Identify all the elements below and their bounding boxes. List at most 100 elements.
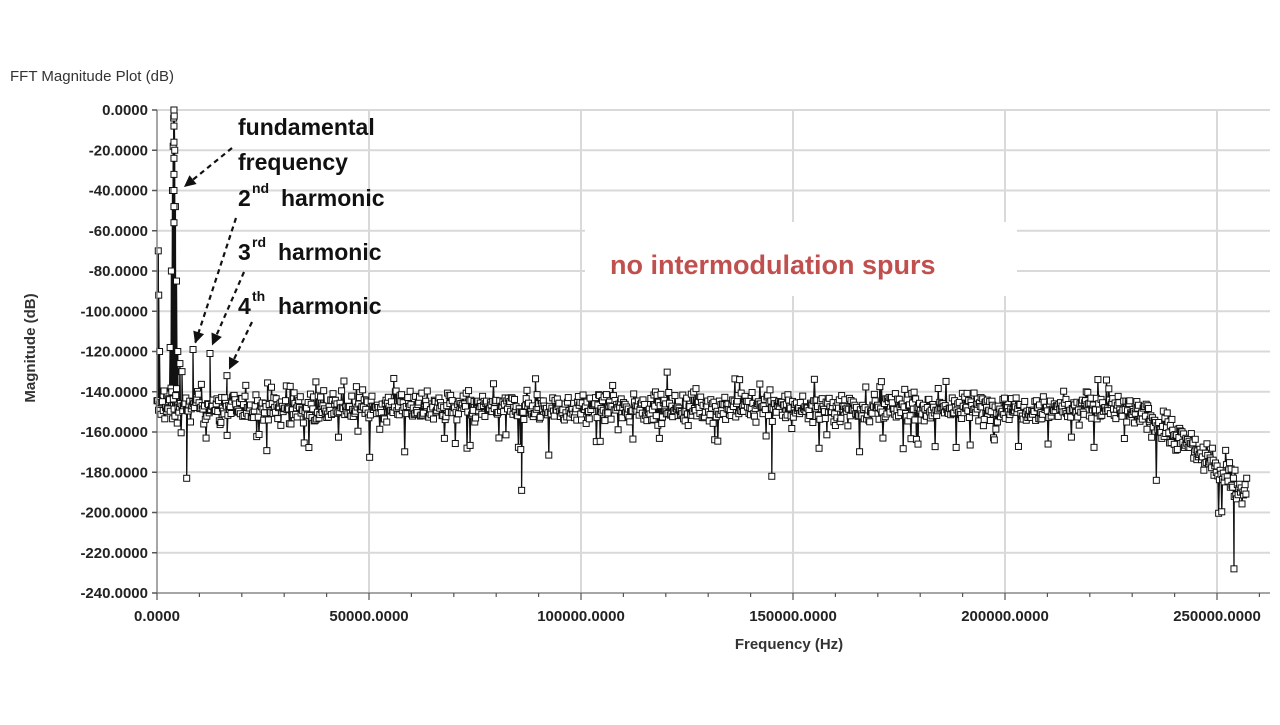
data-point [1000, 394, 1008, 402]
annotation-fourth-harmonic: 4 th harmonic [238, 288, 382, 319]
data-point [177, 429, 185, 437]
x-tick-label: 200000.0000 [961, 608, 1049, 625]
data-point [1012, 394, 1020, 402]
data-point [392, 387, 400, 395]
data-point [223, 431, 231, 439]
data-point [1105, 385, 1113, 393]
data-point [518, 486, 526, 494]
data-point [338, 387, 346, 395]
arrow-layer [183, 147, 253, 371]
data-point [317, 393, 325, 401]
data-point [202, 434, 210, 442]
data-point [721, 393, 729, 401]
x-tick-label: 100000.0000 [537, 608, 625, 625]
data-point [533, 391, 541, 399]
data-point [799, 392, 807, 400]
data-point [602, 391, 610, 399]
data-point [1044, 440, 1052, 448]
data-point [511, 395, 519, 403]
data-point [658, 420, 666, 428]
panel-title: FFT Magnitude Plot (dB) [10, 68, 174, 85]
peak-marker [170, 170, 178, 178]
data-point [277, 421, 285, 429]
data-point [290, 389, 298, 397]
data-point [340, 377, 348, 385]
data-point [348, 392, 356, 400]
data-point [756, 380, 764, 388]
annotation-fundamental-line2: frequency [238, 149, 348, 175]
data-point [604, 409, 612, 417]
peak-marker [170, 154, 178, 162]
data-point [1242, 490, 1250, 498]
data-point [963, 389, 971, 397]
annotation-third-word: harmonic [278, 239, 382, 265]
y-tick-label: -40.0000 [89, 183, 148, 200]
data-point [1203, 440, 1211, 448]
data-point [952, 443, 960, 451]
data-point [934, 384, 942, 392]
data-point [990, 436, 998, 444]
data-point [481, 412, 489, 420]
data-point [334, 433, 342, 441]
data-point [158, 398, 166, 406]
data-point [970, 389, 978, 397]
data-point [430, 415, 438, 423]
data-point [629, 435, 637, 443]
data-point [1075, 421, 1083, 429]
data-point [1123, 418, 1131, 426]
y-tick-label: -180.0000 [80, 464, 148, 481]
x-tick-label: 250000.0000 [1173, 608, 1261, 625]
data-point [912, 395, 920, 403]
data-point [472, 414, 480, 422]
data-point [684, 422, 692, 430]
arrow-third-harmonic [210, 271, 246, 346]
y-tick-label: -20.0000 [89, 142, 148, 159]
peak-marker [170, 106, 178, 114]
data-point [714, 437, 722, 445]
arrow-fundamental-head [183, 175, 197, 187]
data-point [1229, 474, 1237, 482]
data-point [772, 408, 780, 416]
data-point [609, 381, 617, 389]
data-point [618, 414, 626, 422]
data-point [986, 416, 994, 424]
data-point [665, 389, 673, 397]
data-point [1145, 404, 1153, 412]
data-point [223, 372, 231, 380]
data-point [601, 417, 609, 425]
data-point [320, 387, 328, 395]
data-point [825, 394, 833, 402]
data-point [879, 434, 887, 442]
data-point [241, 392, 249, 400]
data-point [352, 383, 360, 391]
data-point [866, 418, 874, 426]
data-point [722, 415, 730, 423]
data-point [1163, 409, 1171, 417]
data-point [217, 418, 225, 426]
peak-marker [170, 122, 178, 130]
annotation-layer: fundamental frequency 2 nd harmonic 3 rd… [183, 114, 1017, 371]
data-point [465, 387, 473, 395]
data-point [173, 419, 181, 427]
data-point [692, 385, 700, 393]
data-point [520, 415, 528, 423]
y-tick-label: -220.0000 [80, 545, 148, 562]
y-tick-label: -140.0000 [80, 384, 148, 401]
data-point [655, 434, 663, 442]
data-point [752, 418, 760, 426]
data-point [1090, 443, 1098, 451]
data-point [160, 387, 168, 395]
data-point [585, 415, 593, 423]
x-tick-label: 150000.0000 [749, 608, 837, 625]
data-point [300, 439, 308, 447]
y-tick-label: -60.0000 [89, 223, 148, 240]
data-point [1148, 433, 1156, 441]
data-point [176, 360, 184, 368]
arrow-fourth-harmonic-head [228, 356, 240, 370]
data-point [821, 415, 829, 423]
data-point [406, 387, 414, 395]
data-point [578, 416, 586, 424]
data-point [1060, 387, 1068, 395]
data-point [579, 391, 587, 399]
